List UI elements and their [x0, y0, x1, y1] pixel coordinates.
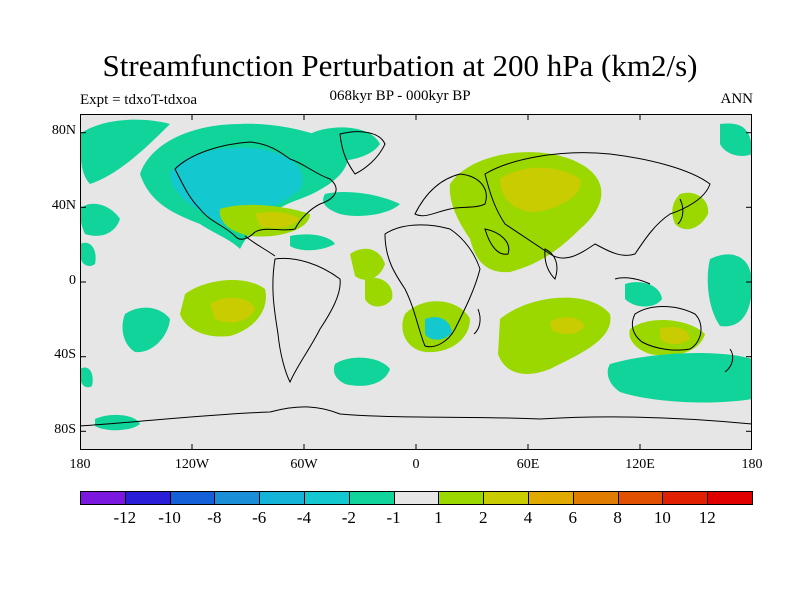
contour-positive-region: [500, 167, 581, 212]
colorbar-label: 4: [523, 508, 533, 527]
contour-negative-region: [707, 254, 752, 327]
contour-negative-region: [425, 317, 452, 340]
contour-negative-region: [607, 352, 752, 403]
colorbar-swatch: [438, 491, 485, 505]
lon-tick-label: 60W: [290, 457, 318, 472]
colorbar-label: 1: [434, 508, 443, 527]
colorbar: [80, 491, 753, 505]
contour-positive-region: [255, 211, 300, 228]
contour-negative-region: [625, 282, 662, 307]
colorbar-label: -6: [252, 508, 267, 527]
colorbar-swatch: [572, 491, 619, 505]
contour-negative-region: [80, 119, 170, 184]
plot-title: Streamfunction Perturbation at 200 hPa (…: [102, 48, 698, 83]
lat-tick-label: 40S: [54, 347, 76, 362]
colorbar-label: 12: [698, 508, 716, 527]
contour-negative-region: [95, 414, 140, 431]
lon-tick-label: 60E: [516, 457, 540, 472]
colorbar-swatch: [124, 491, 171, 505]
coastline-australia: [631, 306, 702, 351]
coastline-greenland: [339, 131, 386, 175]
colorbar-label: 8: [613, 508, 622, 527]
contour-negative-region: [170, 147, 303, 229]
coastlines: [80, 131, 752, 427]
colorbar-label: -2: [341, 508, 356, 527]
colorbar-swatch: [169, 491, 216, 505]
contour-positive-region: [660, 327, 690, 345]
season-label: ANN: [720, 91, 754, 107]
contour-negative-region: [122, 307, 170, 353]
contour-negative-region: [333, 357, 390, 386]
colorbar-label: 6: [568, 508, 578, 527]
coastline-north-america: [174, 141, 337, 240]
lat-tick-label: 80S: [54, 422, 76, 437]
contour-negative-region: [80, 367, 93, 388]
contour-positive-region: [350, 248, 385, 280]
coastline-antarctica: [80, 406, 752, 427]
coastline-india: [544, 248, 558, 280]
colorbar-swatch: [303, 491, 350, 505]
contour-negative-region: [290, 234, 335, 251]
contour-negative-region: [720, 123, 752, 156]
colorbar-label: -8: [207, 508, 222, 527]
lon-tick-label: 120W: [174, 457, 210, 472]
contour-positive-region: [365, 277, 393, 307]
colorbar-swatch: [259, 491, 305, 505]
coastline-new-zealand: [724, 348, 734, 373]
map-panel: [80, 114, 752, 450]
contour-positive-region: [498, 297, 611, 374]
coastline-central-america: [244, 235, 276, 257]
colorbar-swatch: [527, 491, 574, 505]
lon-ticks: [191, 114, 641, 450]
lat-ticks: [80, 132, 752, 432]
coastline-indonesia: [614, 277, 651, 285]
lon-tick-label: 180: [69, 457, 91, 472]
coastline-japan: [677, 198, 684, 225]
colorbar-label: 10: [653, 508, 671, 527]
colorbar-swatch: [617, 491, 664, 505]
coastline-africa: [384, 224, 481, 348]
lon-tick-label: 180: [741, 457, 763, 472]
lon-tick-label: 120E: [625, 457, 655, 472]
colorbar-label: 2: [478, 508, 488, 527]
colorbar-label: -4: [296, 508, 312, 527]
colorbar-label: -1: [386, 508, 401, 527]
colorbar-swatch: [80, 491, 126, 505]
colorbar-label: -10: [158, 508, 181, 527]
contour-negative-region: [308, 127, 380, 161]
coastline-europe: [414, 173, 487, 217]
period-label: 068kyr BP - 000kyr BP: [329, 88, 471, 104]
colorbar-label: -12: [113, 508, 137, 527]
colorbar-swatch: [348, 491, 395, 505]
coastline-south-america: [272, 257, 341, 384]
lon-tick-label: 0: [412, 457, 420, 472]
colorbar-swatch: [214, 491, 261, 505]
lat-tick-label: 0: [69, 273, 76, 288]
coastline-asia: [484, 152, 711, 259]
anomaly-fields: [80, 119, 752, 431]
contour-negative-region: [323, 192, 400, 216]
experiment-label: Expt = tdxoT-tdxoa: [80, 92, 198, 108]
contour-positive-region: [550, 317, 585, 335]
lat-tick-label: 40N: [51, 198, 76, 213]
colorbar-swatch: [483, 491, 529, 505]
coastline-arabia: [484, 228, 510, 255]
lat-tick-label: 80N: [51, 123, 76, 138]
contour-positive-region: [210, 297, 255, 323]
contour-negative-region: [80, 242, 96, 266]
colorbar-swatch: [707, 491, 753, 505]
coastline-madagascar: [473, 308, 481, 335]
colorbar-swatch: [393, 491, 440, 505]
contour-negative-region: [80, 203, 120, 236]
colorbar-swatch: [662, 491, 709, 505]
